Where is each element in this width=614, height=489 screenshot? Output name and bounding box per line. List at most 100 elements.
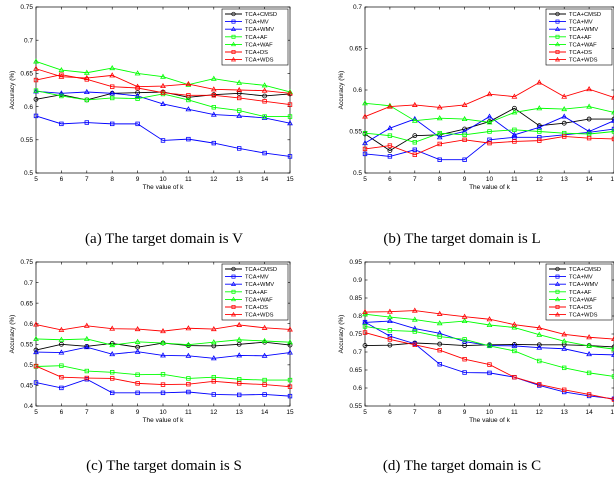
data-point (536, 105, 543, 111)
y-tick-label: 0.7 (24, 37, 33, 44)
data-point (110, 370, 115, 375)
series-tca-wds (362, 79, 614, 119)
legend-label: TCA+CMSD (245, 12, 277, 18)
legend-marker (555, 311, 560, 317)
series-line (35, 346, 291, 359)
series-line (364, 310, 614, 340)
data-point (236, 112, 243, 118)
data-point (109, 341, 116, 348)
data-point (362, 151, 368, 157)
legend-marker (231, 305, 236, 309)
data-point (511, 324, 518, 330)
data-point (387, 143, 393, 148)
data-point (487, 129, 492, 134)
series-tca-ds (362, 330, 614, 402)
data-point (160, 372, 166, 377)
y-tick-label: 0.55 (349, 129, 362, 136)
series-line (35, 338, 291, 346)
data-point (362, 113, 368, 119)
legend-label: TCA+CMSD (569, 12, 601, 18)
data-point (512, 348, 517, 354)
data-point (586, 342, 592, 348)
data-point (436, 310, 443, 316)
y-tick-label: 0.6 (353, 385, 362, 392)
y-tick-label: 0.85 (349, 295, 362, 302)
data-point (186, 136, 191, 142)
data-point (487, 362, 492, 367)
data-point (561, 113, 568, 119)
data-point (59, 374, 64, 380)
series-line (35, 365, 291, 388)
data-point (586, 135, 592, 141)
data-point (160, 82, 166, 89)
data-point (186, 389, 191, 395)
data-point (236, 79, 243, 85)
data-point (611, 94, 614, 100)
panel-caption: (c) The target domain is S (86, 458, 242, 474)
data-point (412, 133, 418, 139)
series-tca-af (33, 88, 293, 119)
y-axis-label: Accuracy (%) (9, 315, 16, 354)
x-tick-label: 5 (363, 176, 367, 183)
data-point (387, 308, 393, 314)
data-point (436, 134, 443, 140)
legend-marker (555, 274, 560, 279)
data-point (461, 101, 468, 107)
data-point (437, 362, 442, 367)
data-point (411, 117, 418, 123)
data-point (236, 321, 243, 327)
data-point (586, 370, 592, 376)
legend-marker (231, 266, 236, 272)
data-point (462, 157, 467, 162)
legend-label: TCA+AF (245, 35, 268, 41)
data-point (536, 124, 543, 130)
data-point (236, 146, 242, 151)
y-tick-label: 0.8 (353, 313, 362, 320)
legend-marker (231, 50, 236, 54)
x-tick-label: 14 (261, 176, 269, 183)
data-point (211, 379, 216, 384)
data-point (486, 119, 493, 125)
data-point (211, 392, 216, 397)
data-point (287, 102, 293, 107)
series-line (35, 61, 291, 93)
series-line (35, 90, 291, 124)
data-point (586, 103, 592, 109)
legend-marker (231, 11, 236, 17)
y-tick-label: 0.75 (20, 4, 33, 11)
legend-marker (555, 11, 560, 17)
legend-label: TCA+MV (569, 20, 593, 26)
data-point (262, 99, 267, 104)
data-point (512, 139, 517, 144)
data-point (287, 90, 293, 96)
data-point (84, 97, 89, 103)
chart-panel-1: 5 6 7 8 9 10 11 12 13 14 15 0.5 0.55 0.6 0.65 0.7 0.75 Th… (9, 4, 294, 247)
legend-label: TCA+MV (245, 275, 269, 281)
data-point (362, 324, 368, 329)
data-point (262, 377, 267, 383)
data-point (512, 135, 517, 140)
x-tick-label: 6 (60, 176, 64, 183)
data-point (59, 341, 64, 347)
y-tick-label: 0.55 (20, 137, 33, 144)
data-point (387, 317, 393, 324)
legend-marker (231, 41, 236, 47)
data-point (536, 344, 543, 350)
series-line (35, 365, 290, 381)
data-point (486, 321, 493, 328)
chart-panel-3: 5 6 7 8 9 10 11 12 13 14 15 0.4 0.45 0.5 0.55 0.6 0.65 0.… (9, 259, 294, 474)
x-tick-label: 15 (610, 409, 614, 416)
x-tick-label: 13 (236, 409, 244, 416)
data-point (33, 363, 39, 369)
legend-marker (231, 56, 236, 62)
chart-panel-2: 5 6 7 8 9 10 11 12 13 14 15 0.5 0.55 0.6 0.65 0.7 The va… (338, 4, 614, 247)
data-point (411, 307, 418, 313)
legend-marker (231, 296, 236, 302)
x-tick-label: 9 (463, 176, 467, 183)
legend-marker (555, 41, 560, 47)
data-point (160, 382, 166, 387)
legend-label: TCA+WDS (245, 313, 274, 319)
